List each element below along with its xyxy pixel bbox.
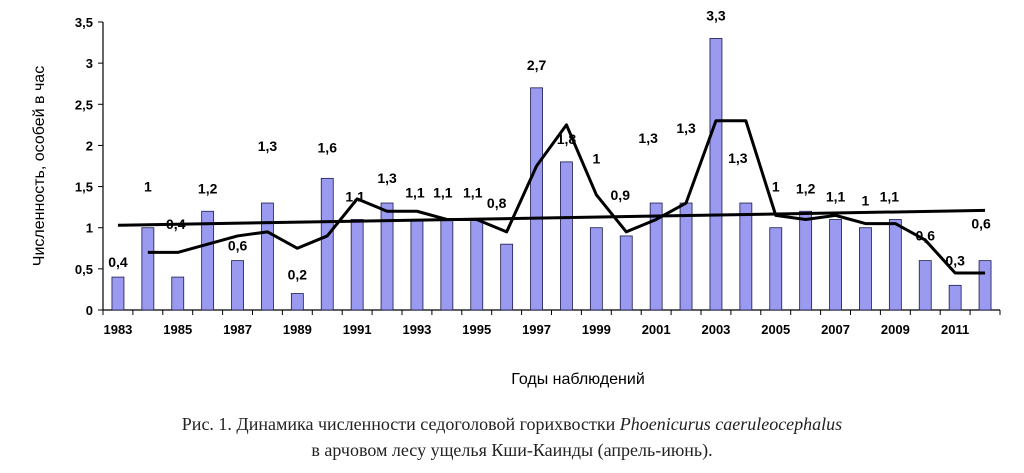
- x-axis-title: Годы наблюдений: [511, 371, 645, 388]
- bar: [440, 219, 454, 311]
- y-tick-label: 1: [86, 221, 93, 236]
- x-tick-label: 1985: [163, 322, 192, 337]
- bar: [290, 293, 304, 311]
- bar-value-label: 2,7: [527, 57, 547, 73]
- bar-value-label: 1: [862, 193, 870, 209]
- bar: [470, 219, 484, 311]
- bar-value-label: 1,1: [463, 184, 483, 200]
- x-tick-label: 1993: [402, 322, 431, 337]
- x-tick-label: 2005: [761, 322, 790, 337]
- bar-value-label: 0,9: [611, 187, 631, 203]
- bar-value-label: 0,6: [916, 228, 936, 244]
- bar: [201, 210, 215, 311]
- x-tick-label: 1989: [283, 322, 312, 337]
- bar: [739, 202, 753, 311]
- bar: [859, 227, 872, 311]
- bar: [918, 260, 932, 311]
- bar-value-label: 0,4: [108, 254, 128, 270]
- bar: [171, 276, 185, 311]
- bar: [619, 235, 633, 311]
- y-tick-label: 1,5: [75, 180, 93, 195]
- y-axis-title: Численность, особей в час: [31, 66, 48, 266]
- bar-value-label: 1,8: [557, 131, 577, 147]
- bar: [380, 202, 394, 311]
- plot-area: 0 0,5 1 1,5 2 2,5 3 3,5 1983 1985 1987 1989 1991 1993…: [75, 7, 1001, 337]
- bar: [141, 227, 155, 311]
- bar-value-label: 1,1: [433, 184, 453, 200]
- x-tick-label: 1983: [103, 322, 132, 337]
- x-tick-label: 1997: [522, 322, 551, 337]
- bar: [799, 210, 813, 311]
- bar: [231, 260, 244, 311]
- bar: [261, 202, 274, 311]
- bar-value-label: 1,1: [880, 188, 900, 204]
- x-tick-label: 2009: [881, 322, 910, 337]
- bar: [320, 177, 334, 311]
- bar: [589, 227, 603, 311]
- x-tick-label: 1991: [343, 322, 372, 337]
- bar-value-label: 1,2: [198, 180, 218, 196]
- bar-value-label: 1: [772, 179, 780, 195]
- bar-value-label: 1,3: [676, 120, 696, 136]
- bar-value-label: 0,6: [228, 238, 248, 254]
- bar: [560, 161, 573, 311]
- y-axis-title-group: Численность, особей в час: [31, 66, 48, 266]
- bar-value-label: 1,3: [377, 170, 397, 186]
- bar-value-label: 0,8: [487, 195, 507, 211]
- y-tick-label: 3,5: [75, 15, 93, 30]
- y-tick-label: 3: [86, 56, 93, 71]
- y-tick-label: 0: [86, 303, 93, 318]
- bar-value-label: 0,3: [945, 252, 965, 268]
- bar: [829, 219, 842, 311]
- bar: [410, 219, 424, 311]
- bar-value-label: 1,1: [405, 184, 425, 200]
- bar-value-label: 0,6: [971, 216, 991, 232]
- bar-value-label: 1,1: [345, 188, 365, 204]
- x-tick-label: 1995: [462, 322, 491, 337]
- bar-value-label: 0,2: [288, 267, 308, 283]
- x-tick-label: 2011: [941, 322, 969, 337]
- bar: [978, 260, 992, 311]
- bar: [709, 38, 723, 311]
- bar-value-label: 0,4: [166, 216, 186, 232]
- x-tick-label: 2001: [642, 322, 671, 337]
- bar: [111, 276, 125, 311]
- caption-prefix: Рис. 1. Динамика численности седоголовой…: [181, 414, 620, 434]
- x-tick-label: 2007: [821, 322, 850, 337]
- bar-value-label: 1: [144, 179, 152, 195]
- y-tick-label: 0,5: [75, 262, 93, 277]
- bar: [948, 284, 962, 311]
- bar: [350, 219, 364, 311]
- bar-value-label: 1: [592, 151, 600, 167]
- y-tick-label: 2: [86, 138, 93, 153]
- x-tick-label: 1999: [582, 322, 611, 337]
- bar: [679, 202, 693, 311]
- bar-value-label: 1,2: [796, 180, 816, 196]
- bar-value-label: 1,6: [318, 139, 338, 155]
- y-tick-label: 2,5: [75, 97, 93, 112]
- bar-value-label: 1,3: [258, 138, 278, 154]
- bar: [500, 243, 514, 311]
- figure-caption-line-1: Рис. 1. Динамика численности седоголовой…: [0, 414, 1024, 435]
- bar: [649, 202, 663, 311]
- bar-value-label: 1,3: [638, 130, 658, 146]
- caption-species-name: Phoenicurus caeruleocephalus: [619, 414, 843, 434]
- bar-value-label: 1,3: [728, 150, 748, 166]
- bar: [888, 219, 902, 311]
- bar: [530, 87, 543, 311]
- x-tick-label: 1987: [223, 322, 252, 337]
- figure-caption-line-2: в арчовом лесу ущелья Кши-Каинды (апрель…: [311, 440, 713, 460]
- population-chart: Численность, особей в час Годы наблюдени…: [31, 7, 1001, 388]
- bar-value-label: 3,3: [706, 7, 726, 23]
- x-tick-label: 2003: [701, 322, 730, 337]
- moving-average-line: [147, 119, 986, 275]
- trend-line: [117, 208, 986, 227]
- bar-value-label: 1,1: [826, 188, 846, 204]
- bar: [769, 227, 783, 311]
